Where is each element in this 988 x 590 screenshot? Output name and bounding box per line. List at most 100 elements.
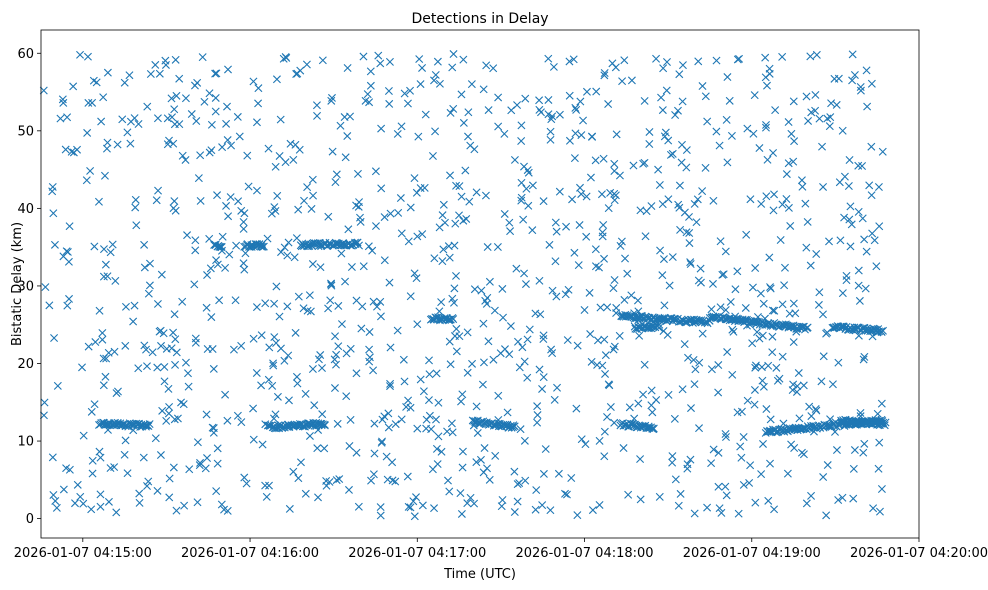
- detection-point: [830, 74, 839, 83]
- detection-point: [707, 459, 716, 468]
- detection-point: [384, 87, 393, 95]
- detection-point: [867, 79, 876, 88]
- detection-point: [757, 363, 766, 372]
- detection-point: [561, 489, 570, 498]
- detection-point: [860, 235, 869, 244]
- detection-point: [181, 155, 190, 164]
- detection-point: [881, 418, 890, 427]
- detection-point: [400, 377, 409, 386]
- detection-point: [846, 202, 855, 211]
- detection-point: [293, 379, 302, 388]
- detection-point: [157, 341, 166, 350]
- detection-point: [215, 242, 224, 251]
- detection-point: [835, 178, 844, 187]
- detection-point: [510, 467, 519, 476]
- detection-point: [380, 256, 389, 265]
- y-tick-label: 60: [17, 47, 34, 62]
- detection-point: [544, 54, 553, 63]
- detection-point: [224, 65, 232, 74]
- detection-point: [531, 505, 540, 514]
- detection-point: [425, 356, 434, 365]
- detection-point: [98, 328, 107, 337]
- detection-point: [377, 124, 386, 133]
- detection-point: [435, 79, 444, 88]
- detection-point: [330, 355, 339, 364]
- detection-point: [252, 303, 261, 312]
- detection-point: [145, 420, 154, 429]
- detection-point: [685, 212, 693, 221]
- detection-point: [324, 212, 333, 221]
- detection-point: [416, 375, 425, 384]
- detection-point: [172, 506, 181, 515]
- detection-point: [549, 62, 558, 71]
- detection-point: [725, 96, 734, 105]
- detection-point: [842, 276, 851, 285]
- detection-point: [355, 198, 364, 207]
- detection-point: [787, 129, 796, 138]
- detection-point: [621, 254, 630, 263]
- detection-point: [834, 496, 843, 504]
- detection-point: [258, 242, 267, 251]
- detection-point: [696, 264, 705, 273]
- detection-point: [769, 206, 778, 215]
- detection-point: [328, 147, 337, 156]
- detection-point: [624, 490, 633, 499]
- detection-point: [546, 135, 555, 144]
- x-tick-label: 2026-01-07 04:16:00: [181, 546, 319, 561]
- detection-point: [71, 499, 79, 508]
- detection-point: [662, 86, 671, 95]
- detection-point: [121, 341, 130, 350]
- detection-point: [627, 291, 636, 300]
- detection-point: [627, 76, 636, 85]
- y-axis: 0 10 20 30 40 50 60: [17, 47, 41, 527]
- detection-point: [743, 396, 752, 405]
- detection-point: [455, 182, 464, 191]
- detection-point: [384, 423, 393, 432]
- detection-point: [45, 301, 54, 310]
- detection-point: [716, 303, 725, 312]
- detection-point: [452, 271, 460, 280]
- detection-point: [110, 347, 119, 356]
- detection-point: [683, 460, 692, 469]
- detection-point: [536, 108, 545, 117]
- detection-point: [415, 55, 424, 64]
- detection-point: [479, 85, 488, 94]
- detection-point: [67, 147, 76, 156]
- detection-point: [687, 404, 695, 413]
- detection-point: [600, 335, 609, 344]
- detection-point: [446, 171, 455, 180]
- x-tick-label: 2026-01-07 04:20:00: [850, 546, 988, 561]
- detection-point: [801, 199, 810, 208]
- detection-point: [737, 407, 746, 416]
- detection-point: [737, 453, 746, 462]
- detection-point: [275, 151, 284, 160]
- detection-point: [863, 102, 872, 111]
- detection-point: [148, 348, 157, 357]
- detection-point: [120, 78, 129, 87]
- detection-point: [846, 242, 855, 251]
- detection-point: [386, 209, 395, 218]
- detection-point: [751, 361, 760, 370]
- detection-point: [396, 194, 405, 203]
- detection-point: [762, 405, 771, 414]
- detection-point: [570, 248, 579, 257]
- detection-point: [498, 284, 507, 293]
- detection-point: [211, 69, 220, 78]
- detection-point: [445, 253, 454, 262]
- detection-point: [450, 284, 459, 293]
- detection-point: [332, 170, 341, 179]
- detection-point: [318, 364, 326, 373]
- detection-point: [658, 106, 667, 115]
- detection-point: [500, 345, 509, 354]
- detection-point: [786, 221, 795, 230]
- detection-point: [244, 182, 253, 191]
- detection-point: [289, 155, 298, 164]
- detection-point: [723, 158, 732, 167]
- detection-point: [601, 351, 610, 360]
- detection-point: [286, 139, 295, 148]
- detection-point: [645, 127, 654, 136]
- detection-point: [546, 506, 555, 515]
- detection-point: [366, 81, 375, 90]
- detection-point: [812, 50, 821, 59]
- detection-point: [479, 358, 488, 367]
